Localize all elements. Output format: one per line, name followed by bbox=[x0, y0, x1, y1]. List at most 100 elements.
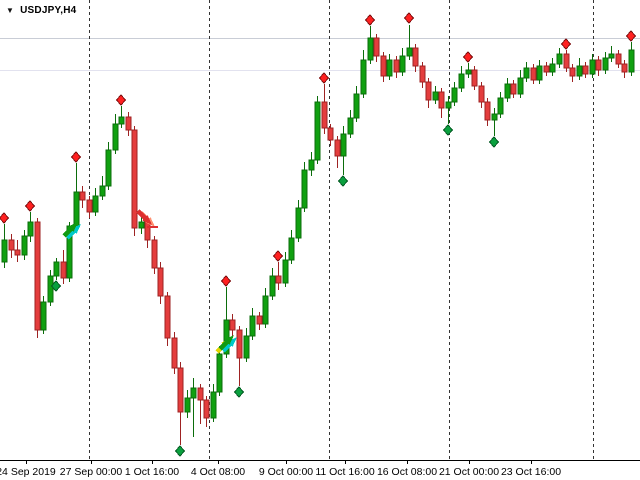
sell-signal-diamond-icon bbox=[24, 200, 36, 212]
buy-signal-diamond-icon bbox=[50, 280, 62, 292]
bull-candle-body bbox=[223, 319, 230, 355]
bear-candle-body bbox=[131, 129, 138, 229]
buy-signal-diamond-icon bbox=[233, 386, 245, 398]
bull-candle-body bbox=[184, 397, 191, 413]
bull-candle-body bbox=[399, 55, 406, 73]
buy-arrow-2-icon-shaft bbox=[218, 340, 229, 351]
bull-candle-body bbox=[92, 195, 99, 213]
signal-arrows bbox=[62, 209, 237, 354]
bull-candle-body bbox=[112, 123, 119, 151]
bull-candle-body bbox=[367, 37, 374, 61]
bull-candle-body bbox=[497, 97, 504, 115]
bear-candle-body bbox=[34, 221, 41, 331]
bear-candle-body bbox=[530, 67, 537, 81]
bull-candle-body bbox=[458, 73, 465, 89]
bear-candle-body bbox=[203, 399, 210, 419]
x-axis-label: 27 Sep 00:00 bbox=[60, 466, 123, 478]
bull-candle-body bbox=[73, 191, 80, 227]
sell-signal-diamond-icon bbox=[272, 250, 284, 262]
x-axis-label: 4 Oct 08:00 bbox=[191, 466, 245, 478]
bull-candle-body bbox=[21, 235, 28, 256]
buy-arrow-1-icon-shaft bbox=[62, 227, 73, 238]
bull-candle-body bbox=[504, 83, 511, 99]
bear-candle-body bbox=[569, 67, 576, 77]
bear-candle-body bbox=[334, 139, 341, 157]
buy-arrow-2-shadow-icon-head bbox=[227, 337, 237, 347]
bear-candle-body bbox=[79, 191, 86, 201]
bear-candle-body bbox=[595, 59, 602, 71]
bull-candle-body bbox=[549, 63, 556, 73]
bull-candle-body bbox=[282, 259, 289, 284]
bear-candle-body bbox=[327, 127, 334, 141]
bull-candle-body bbox=[118, 116, 125, 125]
x-axis-label: 9 Oct 00:00 bbox=[259, 466, 313, 478]
bear-candle-body bbox=[621, 63, 628, 73]
x-axis-label: 16 Oct 08:00 bbox=[377, 466, 437, 478]
bear-candle-body bbox=[484, 101, 491, 121]
bear-candle-body bbox=[543, 65, 550, 73]
buy-arrow-1-shadow-icon-head bbox=[71, 224, 81, 234]
bull-candle-body bbox=[589, 59, 596, 75]
bull-candle-body bbox=[445, 101, 452, 109]
x-axis-label: 11 Oct 16:00 bbox=[315, 466, 375, 478]
bear-candle-body bbox=[14, 249, 21, 256]
x-axis-label: 1 Oct 16:00 bbox=[125, 466, 179, 478]
buy-arrow-1-shadow-icon-shaft bbox=[65, 229, 76, 240]
sell-signal-diamond-icon bbox=[70, 151, 82, 163]
bull-candle-body bbox=[1, 239, 8, 263]
bear-candle-body bbox=[373, 37, 380, 57]
bull-candle-body bbox=[105, 149, 112, 187]
bear-candle-body bbox=[615, 53, 622, 65]
x-axis-label: 24 Sep 2019 bbox=[0, 466, 56, 478]
bull-candle-body bbox=[216, 353, 223, 393]
bull-candle-body bbox=[628, 49, 635, 73]
bull-candle-body bbox=[269, 275, 276, 297]
bull-candle-body bbox=[491, 113, 498, 121]
bear-candle-body bbox=[275, 275, 282, 284]
bear-candle-body bbox=[157, 267, 164, 297]
buy-arrow-1-icon-head bbox=[68, 222, 78, 232]
bull-candle-body bbox=[40, 301, 47, 331]
sell-arrow-1-icon-shaft bbox=[136, 209, 147, 220]
time-axis: 24 Sep 2019 27 Sep 00:00 1 Oct 16:00 4 Oct … bbox=[0, 460, 640, 478]
bull-candle-body bbox=[262, 295, 269, 325]
buy-arrow-2-shadow-icon bbox=[221, 337, 237, 353]
bear-candle-body bbox=[419, 65, 426, 83]
bull-candle-body bbox=[465, 69, 472, 75]
bull-candle-body bbox=[249, 315, 256, 337]
sell-signal-diamond-icon bbox=[0, 212, 10, 224]
bull-candle-body bbox=[602, 57, 609, 71]
bear-candle-body bbox=[8, 239, 15, 251]
bull-candle-body bbox=[99, 185, 106, 197]
buy-signal-diamond-icon bbox=[488, 136, 500, 148]
buy-arrow-2-icon bbox=[218, 335, 234, 351]
bear-candle-body bbox=[171, 337, 178, 369]
sell-signal-diamonds bbox=[0, 12, 637, 287]
chart-dropdown-icon[interactable]: ▼ bbox=[6, 5, 15, 15]
bull-candle-body bbox=[53, 261, 60, 277]
x-axis-label: 23 Oct 16:00 bbox=[501, 466, 561, 478]
buy-arrow-2-icon-head bbox=[224, 335, 234, 345]
bear-candle-body bbox=[510, 83, 517, 95]
buy-signal-diamond-icon bbox=[337, 175, 349, 187]
bull-candle-body bbox=[27, 221, 34, 237]
candles-layer bbox=[1, 25, 635, 445]
sell-arrow-1-icon-head bbox=[142, 215, 152, 225]
bear-candle-body bbox=[438, 91, 445, 109]
bull-candle-body bbox=[314, 101, 321, 161]
bear-candle-body bbox=[151, 239, 158, 269]
bear-candle-body bbox=[164, 295, 171, 339]
sell-signal-diamond-icon bbox=[560, 38, 572, 50]
buy-signal-diamond-icon bbox=[442, 124, 454, 136]
bull-candle-body bbox=[556, 53, 563, 65]
bull-candle-body bbox=[523, 67, 530, 79]
symbol-timeframe-label: USDJPY,H4 bbox=[20, 5, 77, 16]
bear-candle-body bbox=[563, 53, 570, 69]
sell-signal-diamond-icon bbox=[364, 14, 376, 26]
bull-candle-body bbox=[406, 47, 413, 57]
bull-candle-body bbox=[308, 159, 315, 171]
bear-candle-body bbox=[321, 101, 328, 129]
symbol-label-group: ▼ USDJPY,H4 bbox=[6, 5, 76, 16]
bear-candle-body bbox=[380, 55, 387, 77]
